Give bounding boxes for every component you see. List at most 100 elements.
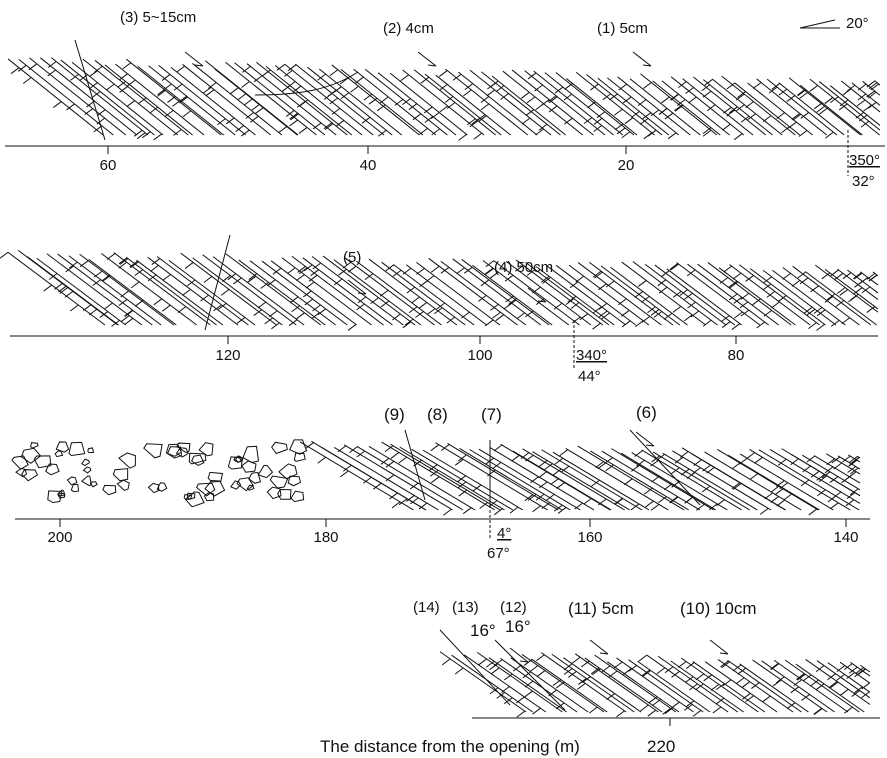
sketch-line: [532, 451, 630, 511]
sketch-line: [456, 267, 465, 275]
sketch-line: [763, 276, 772, 284]
sketch-line: [790, 686, 799, 694]
sketch-line: [350, 85, 359, 93]
sketch-line: [248, 273, 258, 281]
sketch-line: [727, 659, 802, 713]
sketch-line: [867, 91, 877, 99]
sketch-line: [116, 479, 130, 492]
strike-label: 4°: [497, 525, 511, 542]
sketch-line: [732, 664, 742, 672]
sketch-line: [271, 441, 288, 455]
sketch-line: [741, 681, 751, 689]
sketch-line: [312, 122, 322, 130]
sketch-line: [302, 257, 393, 326]
sketch-line: [839, 661, 871, 684]
sketch-line: [502, 70, 583, 136]
sketch-line: [800, 479, 810, 487]
sketch-line: [48, 273, 58, 280]
sketch-line: [81, 458, 91, 467]
sketch-line: [435, 442, 548, 511]
sketch-line: [441, 658, 451, 666]
sketch-line: [762, 115, 772, 123]
sketch-line: [357, 292, 367, 295]
sketch-line: [355, 76, 364, 84]
sketch-line: [592, 322, 601, 330]
sketch-line: [177, 306, 187, 314]
sketch-line: [657, 279, 667, 287]
dip-label: 67°: [487, 545, 510, 562]
sketch-line: [125, 256, 217, 326]
sketch-line: [329, 97, 339, 105]
sketch-line: [234, 62, 326, 136]
sketch-line: [104, 302, 113, 310]
sketch-line: [119, 73, 128, 81]
sketch-line: [182, 64, 272, 136]
sketch-line: [616, 710, 625, 718]
sketch-line: [716, 499, 725, 507]
sketch-line: [555, 72, 635, 136]
sketch-line: [525, 261, 610, 326]
sketch-line: [604, 457, 613, 465]
sketch-line: [93, 270, 103, 278]
sketch-line: [732, 483, 742, 490]
sketch-line: [117, 81, 126, 88]
sketch-line: [479, 502, 488, 509]
sketch-line: [511, 69, 594, 136]
sketch-line: [702, 127, 712, 135]
sketch-line: [847, 471, 857, 479]
sketch-line: [101, 274, 111, 282]
sketch-line: [440, 260, 527, 326]
sketch-line: [311, 256, 404, 326]
sketch-line: [637, 99, 647, 106]
fault-label: (8): [427, 405, 448, 424]
sketch-line: [816, 474, 825, 481]
sketch-line: [457, 475, 466, 483]
sketch-line: [827, 673, 836, 681]
sketch-line: [606, 693, 615, 700]
sketch-line: [552, 468, 562, 476]
sketch-line: [480, 103, 490, 111]
sketch-line: [571, 656, 581, 664]
sketch-line: [368, 445, 476, 511]
sketch-line: [740, 115, 750, 123]
sketch-line: [495, 85, 505, 93]
sketch-line: [64, 290, 74, 298]
sketch-line: [124, 310, 134, 317]
sketch-line: [340, 92, 350, 100]
sketch-line: [643, 487, 653, 495]
sketch-line: [405, 264, 487, 326]
sketch-line: [82, 304, 92, 311]
sketch-line: [824, 296, 834, 303]
sketch-line: [245, 112, 255, 119]
sketch-line: [722, 679, 732, 687]
sketch-line: [630, 464, 640, 472]
sketch-line: [663, 483, 673, 491]
sketch-line: [671, 701, 680, 709]
sketch-line: [574, 653, 659, 713]
sketch-line: [393, 264, 475, 326]
sketch-line: [392, 313, 401, 321]
sketch-line: [828, 681, 838, 688]
sketch-line: [202, 86, 212, 94]
sketch-line: [701, 84, 711, 92]
sketch-line: [861, 286, 871, 294]
sketch-line: [595, 461, 604, 469]
sketch-line: [662, 452, 758, 511]
sketch-line: [583, 117, 593, 125]
sketch-line: [347, 279, 367, 295]
sketch-line: [788, 121, 797, 129]
sketch-line: [472, 484, 482, 492]
sketch-line: [651, 455, 660, 463]
sketch-line: [776, 112, 785, 120]
sketch-line: [99, 311, 109, 318]
sketch-line: [119, 258, 129, 265]
sketch-line: [0, 251, 9, 259]
sketch-line: [198, 442, 214, 457]
sketch-line: [677, 661, 687, 668]
sketch-line: [186, 279, 196, 287]
sketch-line: [84, 108, 94, 115]
sketch-line: [289, 119, 298, 127]
sketch-line: [721, 321, 731, 328]
sketch-line: [553, 302, 563, 310]
sketch-line: [461, 311, 470, 319]
